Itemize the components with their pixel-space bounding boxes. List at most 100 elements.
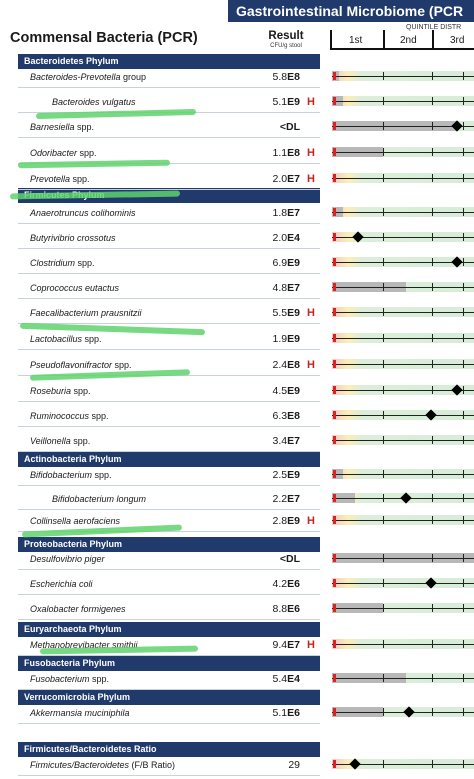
low-limit-marker — [333, 258, 336, 266]
quintile-axis — [332, 582, 474, 584]
result-value: 1.9E9 — [220, 333, 300, 345]
quintile-tick — [432, 470, 433, 478]
row-divider — [18, 485, 320, 486]
result-value: 4.8E7 — [220, 282, 300, 294]
low-limit-marker — [333, 470, 336, 478]
quintile-label: 3rd — [450, 35, 465, 46]
analyte-name-text: Roseburia — [30, 386, 72, 396]
quintile-bar — [332, 333, 474, 343]
result-diamond-marker — [451, 384, 463, 396]
result-exponent: E8 — [287, 410, 300, 422]
result-exponent: E9 — [287, 333, 300, 345]
low-limit-marker — [333, 411, 336, 419]
page-title: Commensal Bacteria (PCR) — [10, 30, 198, 46]
analyte-name-suffix: spp. — [112, 360, 132, 370]
result-mantissa: 6.3 — [272, 410, 288, 422]
quintile-tick — [383, 174, 384, 182]
low-limit-marker — [333, 436, 336, 444]
analyte-name: Firmicutes/Bacteroidetes (F/B Ratio) — [30, 759, 175, 771]
quintile-tick — [432, 72, 433, 80]
quintile-tick — [383, 148, 384, 156]
quintile-tick — [463, 604, 464, 612]
result-mantissa: 5.1 — [272, 96, 288, 108]
quintile-bar — [332, 207, 474, 217]
low-limit-marker — [333, 604, 336, 612]
row-divider — [18, 137, 320, 138]
quintile-axis — [332, 439, 474, 441]
row-divider — [18, 723, 320, 724]
quintile-bar — [332, 307, 474, 317]
quintile-tick — [463, 760, 464, 768]
quintile-tick — [463, 258, 464, 266]
result-mantissa: 29 — [288, 759, 300, 771]
result-mantissa: 4.5 — [272, 385, 288, 397]
result-value: 2.2E7 — [220, 493, 300, 505]
quintile-tick — [463, 494, 464, 502]
result-exponent: E9 — [287, 515, 300, 527]
analyte-name: Bacteroides-Prevotella group — [30, 71, 146, 83]
low-limit-marker — [333, 148, 336, 156]
analyte-name-text: Escherichia coli — [30, 579, 93, 589]
analyte-name: Lactobacillus spp. — [30, 333, 102, 345]
quintile-axis — [332, 763, 474, 765]
quintile-tick — [383, 97, 384, 105]
quintile-tick — [463, 174, 464, 182]
result-mantissa: 4.8 — [272, 282, 288, 294]
result-mantissa: 1.1 — [272, 147, 288, 159]
analyte-name-text: Bacteroides vulgatus — [52, 97, 136, 107]
analyte-name: Pseudoflavonifractor spp. — [30, 359, 132, 371]
result-mantissa: 2.5 — [272, 469, 288, 481]
result-exponent: E6 — [287, 603, 300, 615]
quintile-tick — [383, 708, 384, 716]
analyte-name-suffix: spp. — [75, 258, 95, 268]
quintile-tick — [432, 97, 433, 105]
analyte-name: Akkermansia muciniphila — [30, 707, 130, 719]
result-column-header: Result — [268, 30, 304, 42]
result-mantissa: 6.9 — [272, 257, 288, 269]
analyte-name: Bifidobacterium spp. — [30, 469, 112, 481]
highlight-mark — [35, 108, 197, 120]
quintile-baseline — [330, 48, 474, 50]
quintile-tick — [463, 640, 464, 648]
quintile-tick — [463, 72, 464, 80]
quintile-bar — [332, 71, 474, 81]
quintile-axis — [332, 261, 474, 263]
row-divider — [18, 619, 320, 620]
low-limit-marker — [333, 708, 336, 716]
quintile-axis — [332, 557, 474, 559]
quintile-axis — [332, 125, 474, 127]
quintile-tick — [383, 283, 384, 291]
result-diamond-marker — [403, 706, 415, 718]
row-divider — [18, 509, 320, 510]
quintile-tick — [383, 470, 384, 478]
quintile-axis — [332, 643, 474, 645]
row-divider — [18, 426, 320, 427]
row-divider — [18, 401, 320, 402]
analyte-name-text: Prevotella — [30, 174, 71, 184]
quintile-axis — [332, 363, 474, 365]
low-limit-marker — [333, 72, 336, 80]
result-value: 2.0E7 — [220, 173, 300, 185]
quintile-tick — [463, 674, 464, 682]
analyte-name: Ruminococcus spp. — [30, 410, 109, 422]
quintile-tick — [383, 516, 384, 524]
result-exponent: E6 — [287, 707, 300, 719]
low-limit-marker — [333, 386, 336, 394]
analyte-name-text: Clostridium — [30, 258, 76, 268]
analyte-name: Methanobrevibacter smithii — [30, 639, 138, 651]
row-divider — [18, 689, 320, 690]
high-flag: H — [307, 147, 315, 159]
quintile-label: 2nd — [400, 35, 417, 46]
quintile-bar — [332, 435, 474, 445]
analyte-name: Faecalibacterium prausnitzii — [30, 307, 142, 319]
low-limit-marker — [333, 516, 336, 524]
result-value: 5.1E6 — [220, 707, 300, 719]
result-value: 2.5E9 — [220, 469, 300, 481]
quintile-tick — [432, 148, 433, 156]
quintile-axis — [332, 519, 474, 521]
analyte-name-text: Methanobrevibacter smithii — [30, 640, 138, 650]
result-exponent: <DL — [279, 121, 300, 133]
quintile-tick — [432, 208, 433, 216]
analyte-name-text: Coprococcus eutactus — [30, 283, 120, 293]
result-exponent: E4 — [287, 232, 300, 244]
